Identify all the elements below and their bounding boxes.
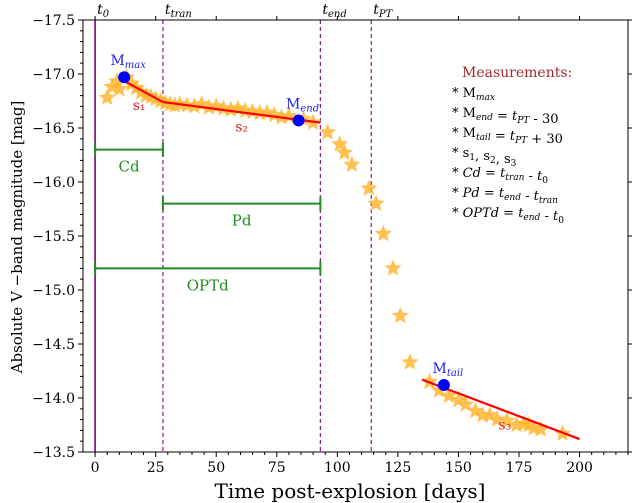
vline-label-t-0: t0 [97, 2, 110, 20]
key-point-m-max [118, 71, 131, 84]
data-star [457, 395, 475, 412]
key-point-m-end [292, 114, 305, 127]
data-star [336, 143, 354, 161]
duration-optd-label: OPTd [187, 276, 229, 294]
measurement-item: * s1, s2, s3 [452, 146, 517, 169]
vline-label-t-pt: tPT [373, 2, 393, 20]
key-label-m-end: Mend [286, 96, 319, 114]
key-label-m-tail: Mtail [433, 361, 464, 379]
x-tick-label: 75 [268, 460, 286, 476]
x-tick-label: 150 [445, 460, 472, 476]
x-tick-label: 50 [207, 460, 225, 476]
vline-label-t-tran: ttran [165, 2, 192, 20]
key-label-m-max: Mmax [110, 53, 146, 71]
y-tick-label: −15.5 [32, 229, 75, 245]
x-tick-label: 125 [385, 460, 412, 476]
measurement-item: * OPTd = tend - t0 [452, 206, 564, 226]
x-tick-label: 200 [566, 460, 593, 476]
data-star [488, 410, 506, 427]
y-axis-label: Absolute V −band magnitude [mag] [8, 101, 26, 375]
axes: 0 25 50 75 100 125 150 175 200 −13.5 −14.0 −14.5 −15… [32, 13, 632, 476]
measurements-list: * Mmax * Mend = tPT - 30* Mtail = tPT + 3… [452, 86, 564, 226]
duration-brackets: Cd Pd OPTd [94, 142, 322, 294]
plot-frame [82, 19, 629, 453]
duration-pd-label: Pd [232, 212, 252, 230]
data-star [401, 353, 419, 370]
fit-label-s1: s₁ [133, 98, 146, 114]
measurements-title: Measurements: [462, 65, 572, 81]
x-axis-label: Time post-explosion [days] [215, 479, 486, 503]
data-star [367, 194, 385, 211]
x-tick-label: 100 [324, 460, 351, 476]
fit-label-s3: s₃ [498, 417, 511, 433]
data-star [343, 155, 361, 172]
measurement-item: * Cd = ttran - t0 [452, 166, 548, 186]
measurement-item: * Mtail = tPT + 30 [452, 126, 563, 147]
data-stars [98, 68, 572, 441]
data-star [98, 88, 116, 106]
data-star [391, 306, 409, 324]
fit-line-s3 [421, 378, 580, 441]
fit-label-s2: s₂ [235, 119, 248, 135]
y-tick-label: −15.0 [32, 283, 75, 299]
y-tick-label: −14.5 [32, 337, 75, 353]
x-tick-label: 0 [91, 460, 100, 476]
measurement-item: * Pd = tend - ttran [452, 186, 558, 206]
key-points: Mmax Mend Mtail [110, 53, 464, 392]
data-star [110, 80, 128, 97]
measurements-box: Measurements: * Mmax * Mend = tPT - 30* M… [452, 65, 572, 226]
duration-cd-label: Cd [118, 158, 139, 176]
data-star [532, 420, 550, 437]
y-tick-label: −16.0 [32, 175, 75, 191]
measurement-item: * Mmax [452, 86, 495, 103]
y-tick-label: −14.0 [32, 391, 75, 407]
data-star [360, 179, 378, 196]
data-star [384, 259, 402, 276]
data-star [319, 123, 337, 140]
key-point-m-tail [437, 379, 450, 392]
x-tick-label: 25 [147, 460, 165, 476]
vertical-lines: t0 ttran tend tPT [94, 2, 394, 452]
data-star [374, 224, 392, 242]
measurement-item: * Mend = tPT - 30 [452, 106, 559, 127]
y-tick-label: −16.5 [32, 121, 75, 137]
x-tick-label: 175 [506, 460, 533, 476]
vline-label-t-end: tend [322, 2, 346, 20]
y-tick-label: −17.0 [32, 67, 75, 83]
y-tick-label: −17.5 [32, 13, 75, 29]
y-tick-label: −13.5 [32, 445, 75, 461]
